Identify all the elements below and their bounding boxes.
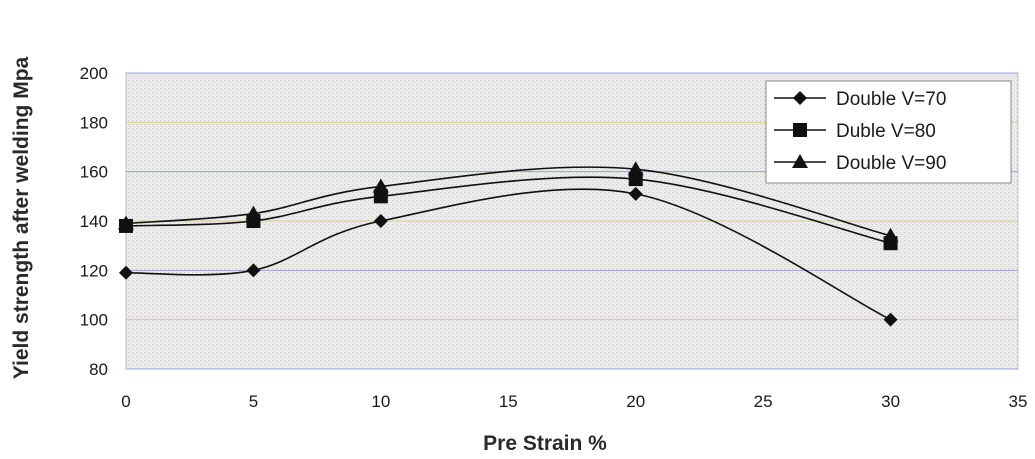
data-point-series-3 xyxy=(882,227,899,242)
x-tick-label: 15 xyxy=(499,392,518,411)
y-tick-labels: 80 100 120 140 160 180 200 xyxy=(80,64,108,379)
series-line-1 xyxy=(125,188,891,321)
series-line-2 xyxy=(125,176,891,244)
y-tick-label: 80 xyxy=(89,360,108,379)
x-tick-label: 0 xyxy=(121,392,130,411)
x-tick-label: 10 xyxy=(371,392,390,411)
data-point-series-3 xyxy=(627,161,644,176)
legend-label: Duble V=80 xyxy=(836,121,936,142)
data-point-series-1 xyxy=(246,263,261,278)
legend-marker xyxy=(793,123,807,137)
legend-label: Double V=90 xyxy=(836,153,946,174)
legend: Double V=70 Duble V=80 Double V=90 xyxy=(765,80,1012,184)
y-tick-label: 160 xyxy=(80,163,108,182)
data-point-series-1 xyxy=(119,265,133,280)
data-point-series-3 xyxy=(372,178,389,193)
x-tick-label: 30 xyxy=(881,392,900,411)
y-tick-label: 180 xyxy=(80,113,108,132)
x-tick-label: 25 xyxy=(754,392,773,411)
legend-marker xyxy=(793,91,807,105)
y-tick-label: 120 xyxy=(80,261,108,280)
data-point-series-2 xyxy=(373,189,388,204)
series-lines xyxy=(125,166,891,321)
legend-label: Double V=70 xyxy=(836,89,946,110)
data-point-series-1 xyxy=(628,186,643,201)
data-point-series-1 xyxy=(883,312,898,327)
y-tick-label: 140 xyxy=(80,212,108,231)
data-point-series-3 xyxy=(118,215,134,230)
series-line-3 xyxy=(125,166,891,237)
series-markers xyxy=(118,161,899,327)
data-point-series-1 xyxy=(373,214,388,228)
x-tick-label: 5 xyxy=(249,392,258,411)
x-tick-label: 20 xyxy=(626,392,645,411)
data-point-series-2 xyxy=(628,172,643,187)
y-tick-label: 200 xyxy=(80,64,108,83)
legend-marker xyxy=(792,154,808,168)
y-axis-title: Yield strength after welding Mpa xyxy=(10,56,33,379)
y-tick-label: 100 xyxy=(80,311,108,330)
data-point-series-3 xyxy=(245,205,262,220)
x-tick-label: 35 xyxy=(1009,392,1028,411)
x-axis-title: Pre Strain % xyxy=(483,432,607,455)
x-tick-labels: 0 5 10 15 20 25 30 35 xyxy=(121,392,1027,411)
